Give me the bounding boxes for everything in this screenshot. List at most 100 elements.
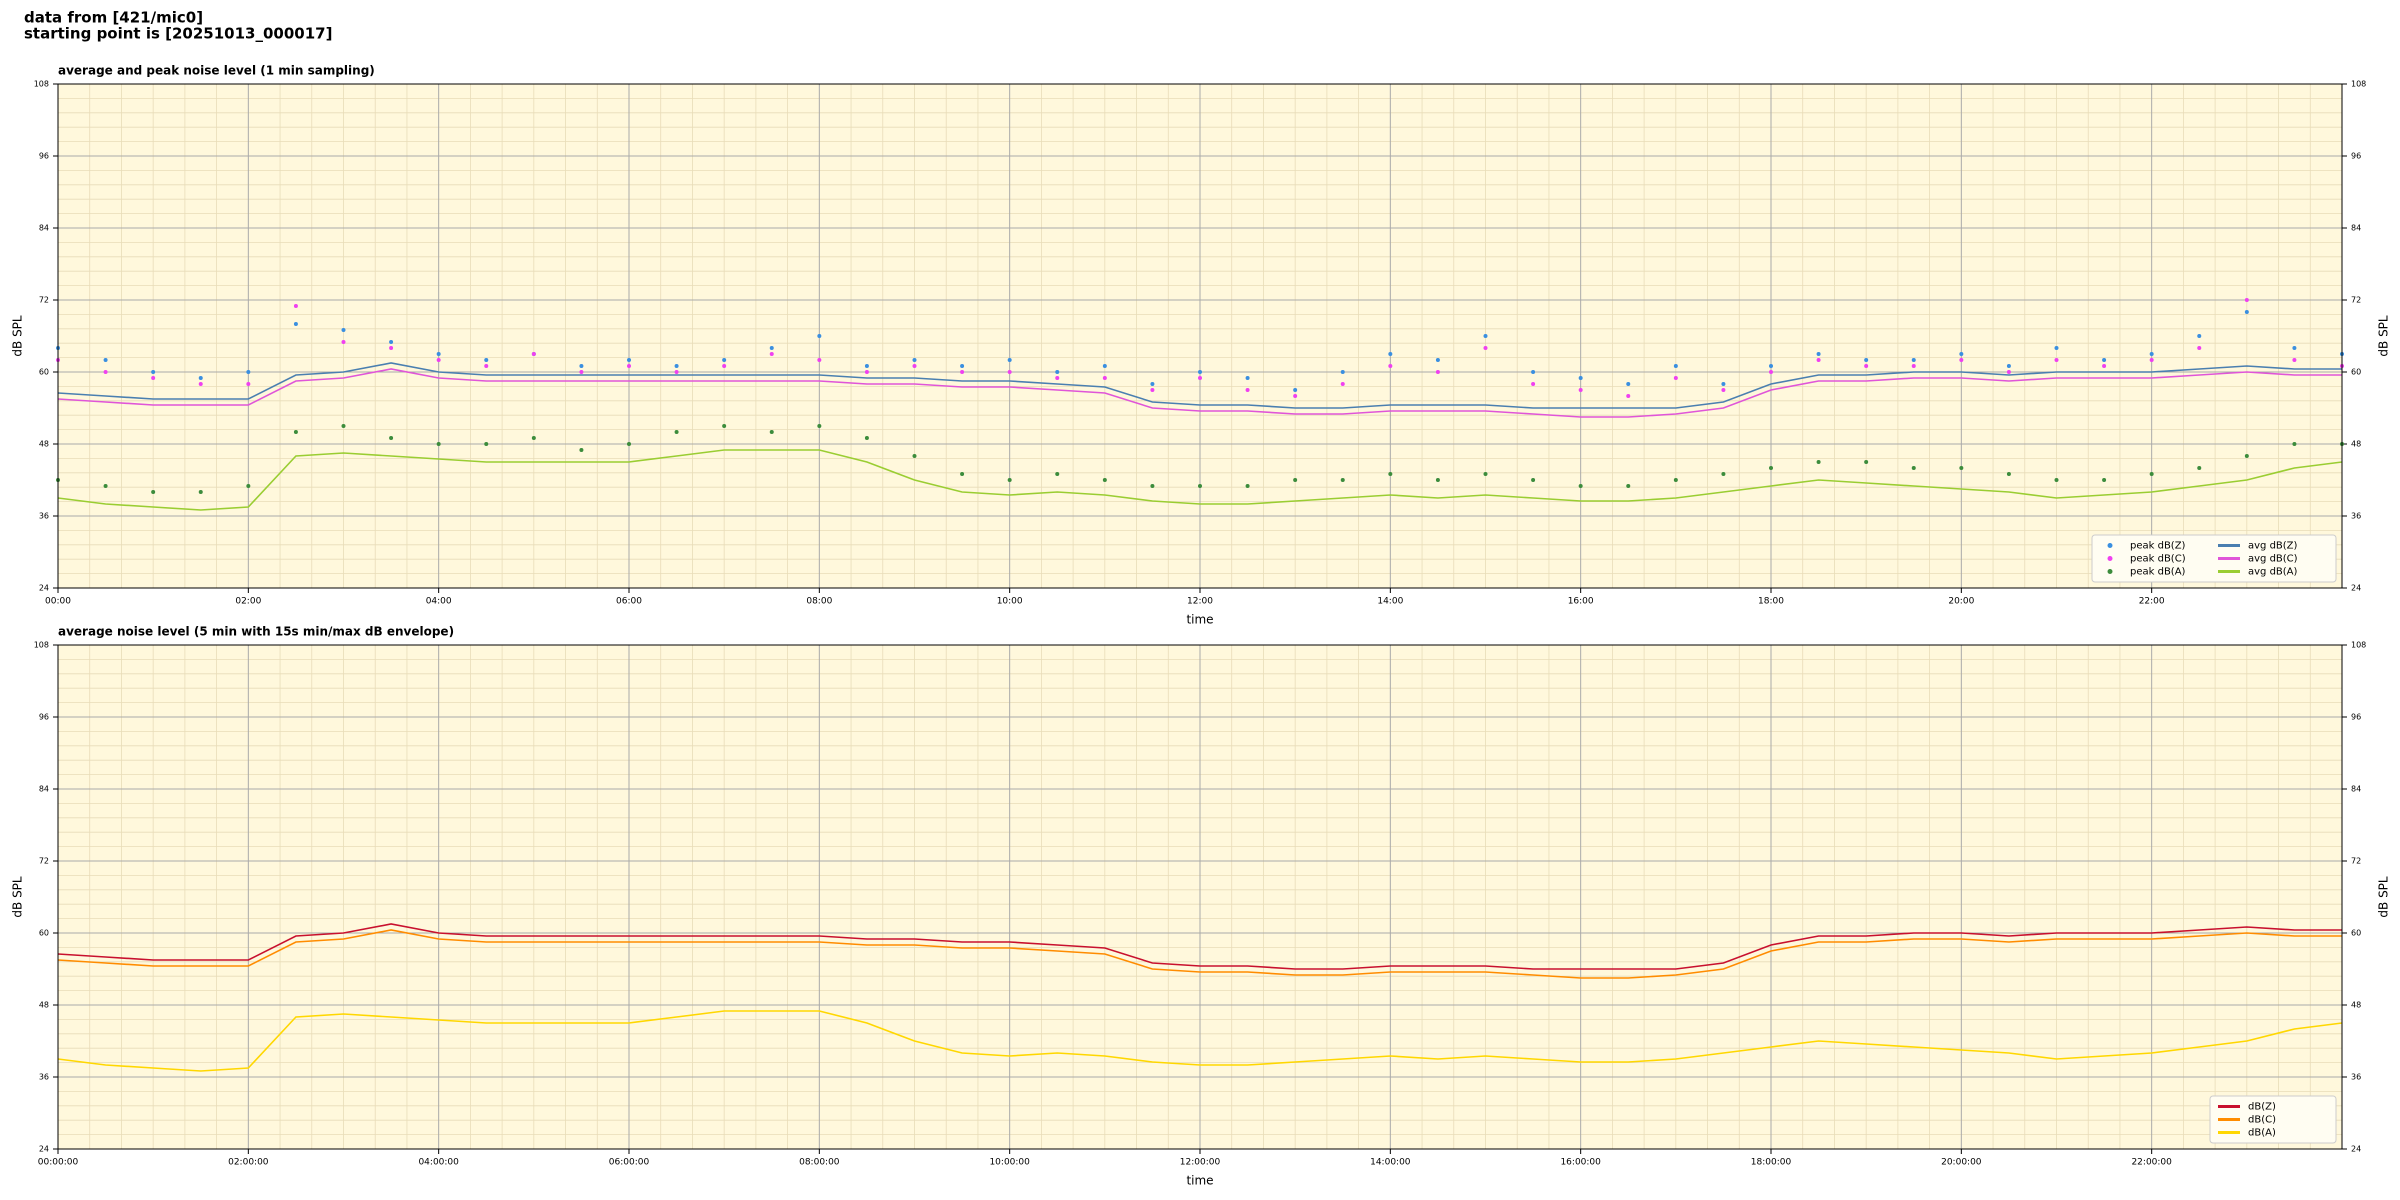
peak-marker — [198, 490, 203, 494]
peak-marker — [2244, 310, 2249, 314]
peak-marker — [1245, 484, 1250, 488]
peak-marker — [2149, 358, 2154, 362]
peak-marker — [484, 358, 489, 362]
x-tick-label: 02:00:00 — [228, 1158, 269, 1168]
peak-marker — [1388, 352, 1393, 356]
y-tick-label: 48 — [39, 1001, 49, 1010]
peak-marker — [2197, 346, 2202, 350]
x-tick-label: 10:00 — [997, 597, 1023, 607]
legend-label: peak dB(Z) — [2130, 541, 2186, 552]
peak-marker — [1531, 382, 1536, 386]
y-tick-label: 72 — [39, 296, 49, 305]
peak-marker — [293, 430, 298, 434]
y-tick-label-right: 24 — [2351, 584, 2361, 593]
peak-marker — [1959, 466, 1964, 470]
y-tick-label: 96 — [39, 713, 49, 722]
peak-marker — [912, 358, 917, 362]
peak-marker — [1911, 364, 1916, 368]
peak-marker — [627, 358, 631, 362]
peak-marker — [1816, 460, 1821, 464]
peak-marker — [960, 364, 965, 368]
y-tick-label: 84 — [39, 224, 49, 233]
y-tick-label-right: 96 — [2351, 713, 2361, 722]
y-tick-label-right: 72 — [2351, 296, 2361, 305]
y-tick-label-right: 108 — [2351, 641, 2366, 650]
y-axis-label-right: dB SPL — [2377, 876, 2391, 918]
series-line — [57, 1010, 2343, 1072]
y-tick-label: 36 — [39, 1073, 49, 1082]
y-tick-label-right: 108 — [2351, 80, 2366, 89]
peak-marker — [1531, 478, 1536, 482]
peak-marker — [960, 370, 965, 374]
y-tick-label: 96 — [39, 152, 49, 161]
peak-marker — [436, 358, 441, 362]
peak-marker — [1388, 472, 1393, 476]
peak-marker — [1721, 472, 1726, 476]
y-tick-label-right: 36 — [2351, 512, 2361, 521]
x-tick-label: 08:00:00 — [799, 1158, 840, 1168]
peak-marker — [151, 490, 156, 494]
peak-marker — [436, 442, 441, 446]
peak-marker — [2149, 352, 2154, 356]
peak-marker — [722, 424, 727, 428]
legend-label: peak dB(C) — [2130, 554, 2186, 565]
peak-marker — [912, 364, 917, 368]
peak-marker — [1435, 370, 1440, 374]
peak-marker — [246, 484, 251, 488]
peak-marker — [1198, 484, 1202, 488]
peak-marker — [1293, 388, 1298, 392]
peak-marker — [389, 340, 394, 344]
legend-label: avg dB(A) — [2248, 567, 2298, 578]
y-tick-label: 36 — [39, 512, 49, 521]
peak-marker — [769, 430, 774, 434]
peak-marker — [151, 370, 156, 374]
y-tick-label-right: 84 — [2351, 224, 2361, 233]
peak-marker — [817, 334, 822, 338]
peak-marker — [1483, 334, 1488, 338]
peak-marker — [1007, 478, 1012, 482]
x-tick-label: 08:00 — [806, 597, 832, 607]
peak-marker — [2006, 370, 2011, 374]
peak-marker — [341, 328, 346, 332]
peak-marker — [674, 430, 679, 434]
peak-marker — [769, 352, 774, 356]
peak-marker — [341, 424, 346, 428]
x-tick-label: 12:00 — [1187, 597, 1213, 607]
peak-marker — [769, 346, 774, 350]
y-tick-label: 24 — [39, 584, 49, 593]
peak-marker — [1293, 478, 1298, 482]
peak-marker — [1483, 346, 1488, 350]
peak-marker — [103, 484, 108, 488]
peak-marker — [198, 376, 203, 380]
y-tick-label: 72 — [39, 857, 49, 866]
peak-marker — [1531, 370, 1536, 374]
peak-marker — [1007, 358, 1012, 362]
peak-marker — [1578, 376, 1583, 380]
peak-marker — [1769, 370, 1773, 374]
y-tick-label-right: 24 — [2351, 1145, 2361, 1154]
legend-marker — [2107, 569, 2113, 574]
peak-marker — [2102, 364, 2107, 368]
peak-marker — [2006, 364, 2011, 368]
x-axis-label: time — [1186, 613, 1213, 627]
peak-marker — [1721, 382, 1726, 386]
peak-marker — [103, 370, 108, 374]
peak-marker — [1245, 376, 1250, 380]
y-tick-label-right: 48 — [2351, 440, 2361, 449]
y-tick-label-right: 96 — [2351, 152, 2361, 161]
x-tick-label: 06:00 — [616, 597, 642, 607]
peak-marker — [1959, 352, 1964, 356]
peak-marker — [864, 436, 869, 440]
peak-marker — [1055, 472, 1060, 476]
peak-marker — [1769, 466, 1773, 470]
series-line — [57, 362, 2342, 409]
peak-marker — [2244, 298, 2249, 302]
x-tick-label: 14:00 — [1377, 597, 1403, 607]
y-tick-label: 108 — [34, 80, 49, 89]
y-tick-label-right: 36 — [2351, 1073, 2361, 1082]
peak-marker — [1578, 388, 1583, 392]
x-tick-label: 06:00:00 — [609, 1158, 650, 1168]
peak-marker — [1578, 484, 1583, 488]
peak-marker — [2102, 478, 2107, 482]
peak-marker — [198, 382, 203, 386]
